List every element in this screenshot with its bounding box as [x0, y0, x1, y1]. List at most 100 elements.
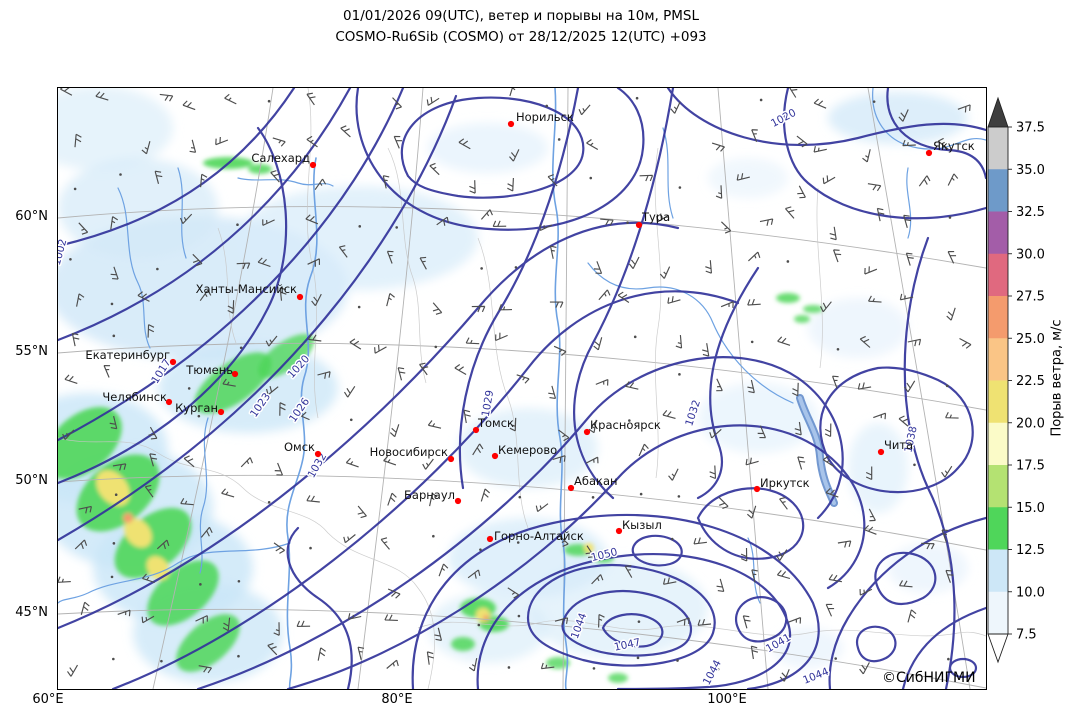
- wind-barb: [540, 662, 555, 670]
- wind-barb: [262, 219, 275, 226]
- city-label: Томск: [477, 416, 514, 430]
- calm-dot: [557, 138, 561, 141]
- colorbar-tick-label: 10.0: [1016, 585, 1045, 600]
- wind-barb: [509, 417, 517, 432]
- wind-barb: [862, 149, 871, 163]
- calm-dot: [913, 463, 916, 467]
- lon-tick-label: 100°E: [707, 692, 747, 707]
- wind-barb: [76, 293, 85, 307]
- wind-barb: [419, 362, 429, 376]
- colorbar-tick-label: 35.0: [1016, 163, 1045, 178]
- calm-dot: [678, 373, 681, 376]
- rivers: [58, 88, 986, 689]
- calm-dot: [236, 223, 239, 227]
- wind-barb: [552, 455, 566, 464]
- calm-dot: [635, 96, 639, 100]
- colorbar-tick-label: 15.0: [1016, 501, 1045, 516]
- colorbar-segment: [988, 169, 1008, 212]
- wind-barb: [902, 139, 916, 147]
- colorbar-segment: [988, 591, 1008, 635]
- wind-barb: [702, 343, 710, 357]
- city-label: Кемерово: [498, 443, 557, 457]
- wind-barb: [200, 173, 208, 188]
- wind-barb: [549, 245, 557, 259]
- wind-barb: [785, 206, 795, 219]
- colorbar-tick-label: 22.5: [1016, 374, 1045, 389]
- wind-barb: [535, 503, 549, 512]
- city-dot: [217, 408, 225, 416]
- wind-barb: [182, 100, 196, 111]
- city-markers: Норильск Салехард Якутск Тура Ханты-Мансийск…: [85, 110, 974, 543]
- isobar-contours: [58, 88, 986, 689]
- wind-barb: [792, 382, 799, 397]
- wind-barb: [458, 138, 471, 150]
- wind-barb: [273, 622, 280, 636]
- calm-dot: [477, 623, 481, 627]
- wind-barb: [715, 185, 723, 199]
- wind-barb: [436, 216, 449, 226]
- wind-barb: [593, 337, 603, 351]
- city-dot: [753, 485, 761, 493]
- wind-barb: [598, 613, 605, 628]
- colorbar-tick-label: 30.0: [1016, 247, 1045, 262]
- wind-barb: [509, 88, 519, 97]
- wind-barb: [828, 574, 842, 583]
- wind-barb: [709, 465, 717, 480]
- wind-barb: [386, 659, 399, 669]
- calm-dot: [69, 257, 72, 261]
- calm-dot: [948, 216, 952, 219]
- wind-barb: [427, 420, 442, 429]
- wind-barb: [898, 415, 910, 428]
- wind-barb: [480, 488, 491, 502]
- wind-barb: [829, 226, 837, 241]
- calm-dot: [114, 493, 118, 496]
- calm-dot: [637, 620, 641, 623]
- wind-barb: [825, 487, 839, 498]
- wind-barb: [667, 296, 681, 304]
- wind-barb: [822, 175, 836, 185]
- city-dot: [583, 428, 591, 436]
- wind-barb: [273, 542, 285, 554]
- city-label: Салехард: [251, 151, 310, 165]
- wind-barb: [78, 222, 89, 235]
- wind-barb: [222, 378, 236, 387]
- wind-barb: [617, 291, 630, 303]
- wind-barb: [265, 335, 278, 347]
- wind-barb: [833, 249, 842, 263]
- colorbar-extend-under: [987, 633, 1009, 664]
- wind-barb: [941, 465, 953, 478]
- wind-barb: [745, 457, 759, 466]
- colorbar-tick-label: 12.5: [1016, 543, 1045, 558]
- wind-barb: [389, 424, 400, 438]
- city-dot: [877, 448, 885, 456]
- wind-barb: [751, 569, 758, 583]
- wind-barb: [80, 601, 90, 615]
- wind-barb: [598, 289, 611, 301]
- calm-dot: [432, 534, 435, 538]
- calm-dot: [836, 347, 840, 351]
- wind-barb: [297, 410, 310, 421]
- wind-barb: [947, 173, 959, 186]
- wind-barb: [509, 149, 520, 162]
- colorbar-segment: [988, 380, 1008, 424]
- wind-barb: [266, 386, 279, 396]
- wind-barb: [558, 429, 570, 442]
- wind-barb: [149, 453, 158, 467]
- wind-barb: [429, 162, 440, 176]
- wind-barb: [591, 574, 604, 585]
- wind-barb: [465, 337, 480, 345]
- colorbar-segment: [988, 549, 1008, 593]
- calm-dot: [267, 500, 271, 504]
- wind-barb: [628, 256, 640, 269]
- wind-barb: [553, 345, 567, 357]
- calm-dot: [110, 575, 114, 579]
- wind-barb: [864, 266, 878, 275]
- wind-barb: [549, 301, 564, 308]
- calm-dot: [750, 340, 754, 344]
- wind-barb: [662, 577, 677, 585]
- wind-barb: [740, 547, 748, 562]
- wind-barb: [71, 332, 80, 347]
- city-dot: [567, 484, 575, 492]
- wind-barb: [305, 214, 319, 225]
